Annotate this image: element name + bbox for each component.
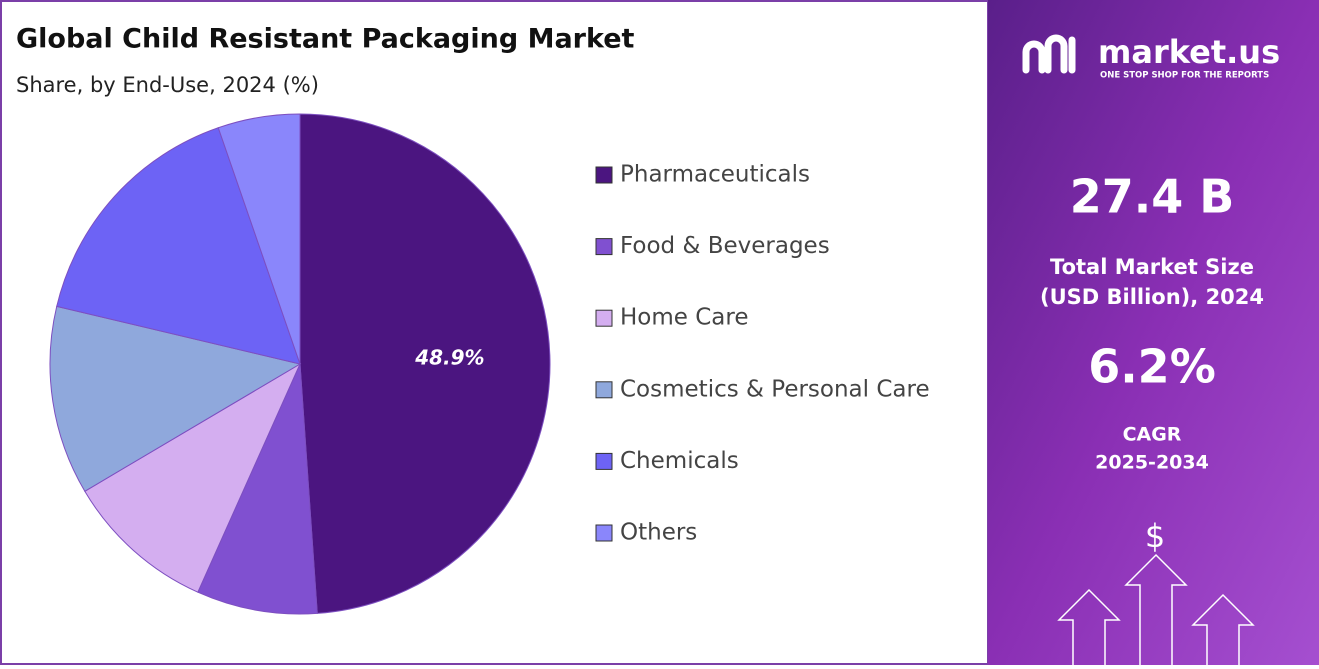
cagr-label: 2025-2034 — [1095, 452, 1209, 474]
tagline: ONE STOP SHOP FOR THE REPORTS — [1100, 71, 1269, 81]
legend-label: Others — [620, 520, 697, 546]
legend-label: Chemicals — [620, 448, 739, 474]
pie-slice — [84, 362, 302, 593]
legend-swatch — [595, 524, 613, 542]
pie: 48.9% — [49, 113, 551, 615]
legend-swatch — [595, 452, 613, 470]
pie-slice — [217, 113, 301, 365]
legend-label: Cosmetics & Personal Care — [620, 376, 930, 402]
market-size-label: (USD Billion), 2024 — [1040, 285, 1264, 309]
logo: market.us ONE STOP SHOP FOR THE REPORTS — [1022, 33, 1280, 81]
dollar-icon: $ — [1145, 517, 1165, 555]
pie-slice — [197, 363, 318, 615]
arrows-icon — [1057, 553, 1255, 665]
side-panel — [988, 0, 1319, 665]
legend-label: Home Care — [620, 305, 749, 331]
legend: Pharmaceuticals Food & Beverages Home Care… — [595, 162, 930, 546]
pie-slice — [299, 113, 551, 614]
pie-slice — [56, 127, 301, 365]
legend-swatch — [595, 381, 613, 399]
legend-swatch — [595, 309, 613, 327]
cagr: 6.2% — [1088, 340, 1216, 394]
legend-swatch — [595, 166, 613, 184]
cagr-label: CAGR — [1123, 424, 1182, 446]
brand: market.us — [1098, 33, 1280, 71]
legend-label: Pharmaceuticals — [620, 162, 810, 188]
data-label: 48.9% — [414, 345, 484, 369]
chart-title: Global Child Resistant Packaging Market — [16, 24, 635, 55]
market-size-label: Total Market Size — [1050, 255, 1254, 279]
pie-slice — [49, 305, 302, 492]
legend-swatch — [595, 238, 613, 256]
chart-subtitle: Share, by End-Use, 2024 (%) — [16, 73, 319, 97]
logo-icon — [1022, 34, 1076, 74]
market-size: 27.4 B — [1070, 170, 1235, 224]
legend-label: Food & Beverages — [620, 233, 830, 259]
